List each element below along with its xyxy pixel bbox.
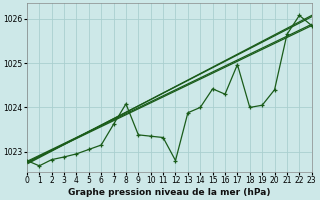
X-axis label: Graphe pression niveau de la mer (hPa): Graphe pression niveau de la mer (hPa)	[68, 188, 270, 197]
